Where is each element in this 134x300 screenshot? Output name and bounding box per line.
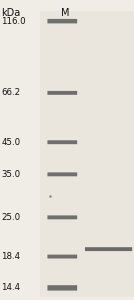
Text: 14.4: 14.4 bbox=[1, 284, 21, 292]
Bar bbox=[40, 11, 134, 297]
Text: 66.2: 66.2 bbox=[1, 88, 21, 98]
FancyBboxPatch shape bbox=[47, 91, 77, 95]
Text: 25.0: 25.0 bbox=[1, 213, 21, 222]
FancyBboxPatch shape bbox=[47, 140, 77, 144]
Text: kDa: kDa bbox=[1, 8, 21, 17]
Text: 18.4: 18.4 bbox=[1, 252, 21, 261]
Text: 45.0: 45.0 bbox=[1, 138, 21, 147]
Text: 35.0: 35.0 bbox=[1, 170, 21, 179]
Text: M: M bbox=[61, 8, 69, 17]
FancyBboxPatch shape bbox=[47, 215, 77, 219]
FancyBboxPatch shape bbox=[47, 19, 77, 23]
FancyBboxPatch shape bbox=[47, 255, 77, 259]
FancyBboxPatch shape bbox=[47, 172, 77, 176]
FancyBboxPatch shape bbox=[85, 247, 132, 251]
Text: 116.0: 116.0 bbox=[1, 17, 26, 26]
FancyBboxPatch shape bbox=[47, 285, 77, 291]
